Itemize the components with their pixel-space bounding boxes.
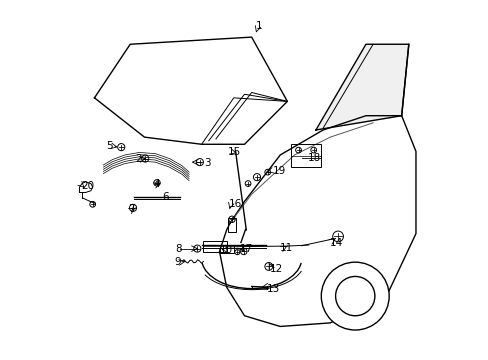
- Text: 11: 11: [279, 243, 292, 253]
- Text: 18: 18: [307, 153, 321, 163]
- Text: 13: 13: [266, 284, 279, 294]
- Text: 16: 16: [228, 199, 241, 209]
- Text: 17: 17: [240, 244, 253, 253]
- Polygon shape: [219, 116, 415, 327]
- Bar: [220, 245, 233, 253]
- Text: 19: 19: [272, 166, 285, 176]
- Circle shape: [335, 276, 374, 316]
- Text: 2: 2: [135, 154, 141, 164]
- Text: 4: 4: [153, 179, 160, 189]
- Bar: [290, 144, 321, 167]
- Polygon shape: [315, 44, 408, 130]
- Bar: [203, 241, 226, 252]
- Text: 3: 3: [204, 158, 211, 168]
- Text: 7: 7: [128, 204, 135, 214]
- Circle shape: [321, 262, 388, 330]
- Bar: [227, 217, 235, 232]
- Text: 8: 8: [175, 244, 181, 253]
- Polygon shape: [94, 37, 287, 144]
- Text: 14: 14: [329, 238, 343, 248]
- Text: 1: 1: [256, 21, 263, 31]
- Text: 12: 12: [270, 264, 283, 274]
- Text: 5: 5: [106, 141, 112, 151]
- Text: 6: 6: [162, 192, 169, 202]
- Text: 20: 20: [81, 181, 94, 192]
- Text: 15: 15: [227, 147, 241, 157]
- Text: 9: 9: [175, 257, 181, 267]
- Text: 10: 10: [220, 245, 233, 255]
